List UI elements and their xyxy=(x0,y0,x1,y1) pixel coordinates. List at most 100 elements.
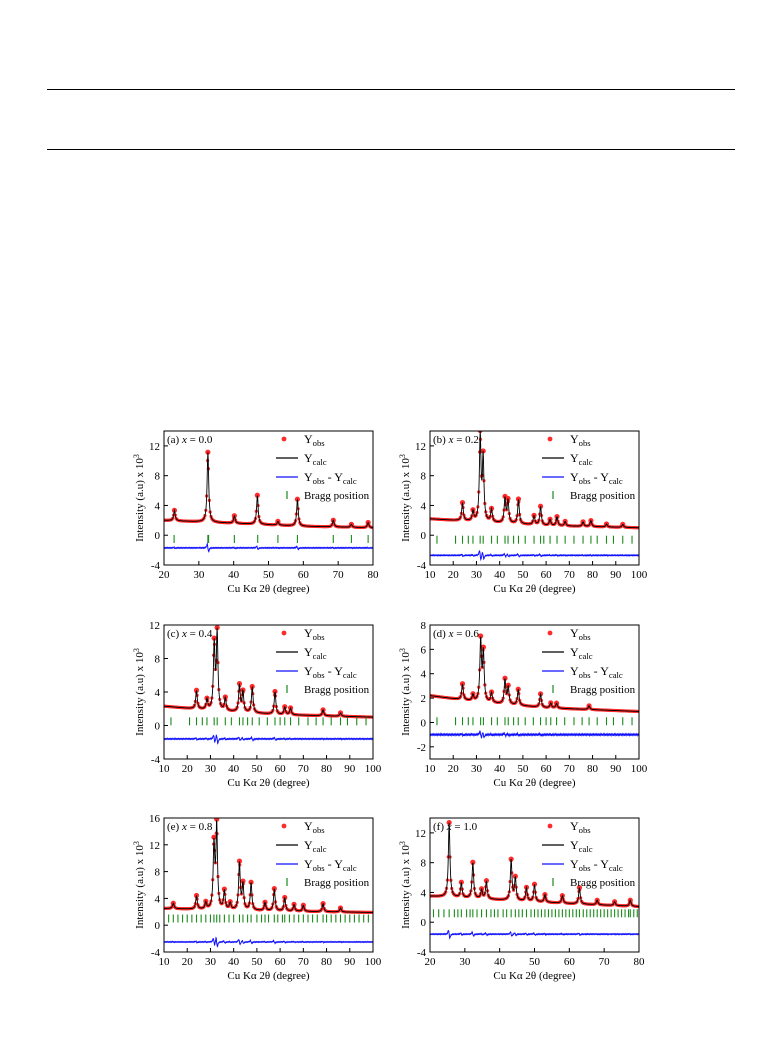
plot-area xyxy=(430,819,639,940)
legend-obs-label: Yobs xyxy=(570,819,591,835)
y-axis-label-main: Intensity (a.u) x 10 xyxy=(400,458,412,542)
y-tick-label: 8 xyxy=(421,471,427,483)
legend-diff-label-sub: calc xyxy=(609,863,623,873)
x-tick-label: 60 xyxy=(541,569,553,581)
obs-peak-point xyxy=(254,492,260,498)
legend-obs-label: Yobs xyxy=(570,626,591,642)
y-tick-label: -4 xyxy=(417,560,427,572)
legend-obs-label: Yobs xyxy=(304,432,325,448)
y-tick-label: 12 xyxy=(415,828,426,840)
calc-line xyxy=(430,636,639,712)
x-tick-label: 20 xyxy=(182,956,194,968)
x-tick-label: 20 xyxy=(182,763,194,775)
y-tick-label: 8 xyxy=(421,858,427,870)
x-tick-label: 50 xyxy=(251,763,263,775)
panel-label-part: = 0.8 xyxy=(187,821,213,833)
legend-calc-label: Ycalc xyxy=(570,645,593,661)
panel-label-part: x xyxy=(181,628,187,640)
x-tick-label: 10 xyxy=(159,763,171,775)
panel-f: 20 30 40 50 60 70 80 -4 0 4 8 12 Cu Kα 2θ (degree) In… xyxy=(398,817,646,982)
y-tick-label: 12 xyxy=(149,441,160,453)
y-axis-label: Intensity (a.u) x 103 xyxy=(398,648,412,736)
legend-obs-label-main: Y xyxy=(570,819,579,833)
x-tick-label: 20 xyxy=(448,569,460,581)
legend-obs-label: Yobs xyxy=(570,432,591,448)
legend-diff-label-main: Y xyxy=(304,857,313,871)
x-tick-label: 100 xyxy=(631,763,648,775)
y-tick-label: 0 xyxy=(155,530,161,542)
legend-obs-marker xyxy=(547,823,553,829)
legend-diff-label-sub: obs xyxy=(579,863,592,873)
y-tick-label: 4 xyxy=(155,687,161,699)
legend-obs-label-main: Y xyxy=(304,626,313,640)
x-tick-label: 40 xyxy=(494,569,506,581)
x-tick-label: 20 xyxy=(425,956,437,968)
y-tick-label: 8 xyxy=(155,867,161,879)
panel-e: 10 20 30 40 50 60 70 80 90 100 -4 0 4 8 12 16 Cu Kα 2θ (… xyxy=(132,813,382,982)
x-tick-label: 100 xyxy=(365,763,382,775)
x-tick-label: 80 xyxy=(321,763,333,775)
legend-calc-label-main: Y xyxy=(570,645,579,659)
x-tick-label: 10 xyxy=(159,956,171,968)
y-tick-label: 12 xyxy=(415,441,426,453)
legend-obs-marker xyxy=(281,823,287,829)
panel-label-part: (e) xyxy=(167,821,182,833)
top-rule xyxy=(47,89,735,90)
legend-obs-label-sub: obs xyxy=(313,825,326,835)
x-tick-label: 70 xyxy=(599,956,611,968)
panel-d: 10 20 30 40 50 60 70 80 90 100 -2 0 2 4 6 8 Cu Kα 2θ (de… xyxy=(398,620,648,789)
y-axis-label: Intensity (a.u) x 103 xyxy=(398,454,412,542)
x-tick-label: 80 xyxy=(321,956,333,968)
obs-peak-point xyxy=(502,675,508,681)
legend-diff-label-main: Y xyxy=(570,664,579,678)
legend-obs-label-sub: obs xyxy=(579,825,592,835)
y-axis-label-exp: 3 xyxy=(132,841,141,845)
y-tick-label: 4 xyxy=(421,669,427,681)
legend-calc-label-main: Y xyxy=(570,838,579,852)
x-tick-label: 40 xyxy=(228,956,240,968)
y-tick-label: -4 xyxy=(151,560,161,572)
panel-label-part: = 0.0 xyxy=(187,434,213,446)
obs-peak-point xyxy=(211,834,217,840)
x-tick-label: 30 xyxy=(471,763,483,775)
x-tick-label: 90 xyxy=(344,956,356,968)
x-tick-label: 80 xyxy=(587,763,599,775)
y-tick-label: 8 xyxy=(155,654,161,666)
panel-label-part: x xyxy=(181,434,187,446)
panel-label: (b) x = 0.2 xyxy=(433,434,479,446)
x-tick-label: 90 xyxy=(610,569,622,581)
x-tick-label: 90 xyxy=(344,763,356,775)
legend-obs-label-sub: obs xyxy=(579,632,592,642)
axes-frame xyxy=(429,430,640,566)
legend-diff-label-main: - Y xyxy=(325,664,344,678)
legend-diff-label-main: - Y xyxy=(591,470,610,484)
panel-label-part: = 0.2 xyxy=(453,434,478,446)
legend-bragg-label: Bragg position xyxy=(570,684,636,696)
legend-diff-label-sub: calc xyxy=(343,670,357,680)
legend-calc-label-main: Y xyxy=(304,451,313,465)
legend-diff-label-sub: obs xyxy=(313,863,326,873)
x-tick-label: 80 xyxy=(634,956,646,968)
legend-diff-label: Yobs - Ycalc xyxy=(570,470,623,486)
x-tick-label: 70 xyxy=(564,569,576,581)
legend-diff-label: Yobs - Ycalc xyxy=(570,857,623,873)
plot-area xyxy=(164,818,373,948)
y-tick-label: 12 xyxy=(149,620,160,632)
y-tick-label: 2 xyxy=(421,693,427,705)
legend-diff-label-sub: obs xyxy=(313,670,326,680)
plot-area xyxy=(430,633,639,739)
legend-obs-label: Yobs xyxy=(304,626,325,642)
legend-diff-label-main: - Y xyxy=(591,664,610,678)
x-tick-label: 70 xyxy=(333,569,345,581)
y-tick-label: -4 xyxy=(417,947,427,959)
y-axis-label-main: Intensity (a.u) x 10 xyxy=(134,458,146,542)
calc-line xyxy=(430,822,639,907)
legend-diff-label-main: - Y xyxy=(325,857,344,871)
y-tick-label: 0 xyxy=(421,530,427,542)
y-axis-label-exp: 3 xyxy=(398,648,407,652)
legend-calc-label-main: Y xyxy=(304,838,313,852)
obs-peak-point xyxy=(214,818,220,822)
plot-area xyxy=(164,625,373,745)
x-tick-label: 70 xyxy=(298,763,310,775)
y-tick-label: 0 xyxy=(421,917,427,929)
